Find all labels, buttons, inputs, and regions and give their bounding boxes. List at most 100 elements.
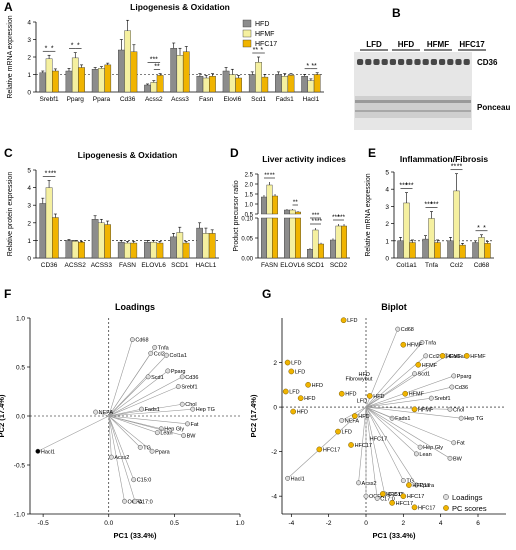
cd36-band bbox=[389, 59, 396, 65]
y-tick-label: 3 bbox=[385, 204, 389, 211]
score-label-extra: HFC17 bbox=[370, 437, 387, 443]
loading-label: Tnfa bbox=[425, 341, 437, 347]
score-label: LFD bbox=[295, 369, 305, 375]
loading-vector bbox=[365, 375, 454, 408]
bar-acss2-hfd bbox=[65, 240, 73, 259]
x-tick-label: CD36 bbox=[41, 262, 58, 269]
bar-fads1-hfd bbox=[275, 74, 282, 93]
bar-srebf1-hfmf bbox=[45, 58, 53, 93]
bar-elovl6-hfmf bbox=[150, 241, 157, 259]
bar-cd36-hfd bbox=[39, 203, 47, 259]
loading-label: Fads1 bbox=[145, 407, 160, 413]
score-label: HFMF bbox=[470, 354, 486, 360]
loading-point-bw bbox=[181, 433, 187, 439]
legend-swatch bbox=[242, 19, 252, 28]
loading-vector bbox=[365, 355, 447, 408]
bar-elovl6-hfd bbox=[222, 70, 230, 93]
significance-label: ** bbox=[270, 172, 276, 179]
loading-label: Fat bbox=[457, 441, 465, 447]
bar-acss3-hfmf bbox=[176, 55, 184, 93]
loading-point-c17-0 bbox=[132, 498, 138, 504]
y-tick-label: 4 bbox=[27, 20, 31, 27]
y-axis-label: Relative mRNA expression bbox=[365, 173, 372, 256]
bar-col1a1-hfc17 bbox=[409, 242, 416, 259]
score-label-extra: HFD bbox=[359, 372, 370, 378]
loading-point-lean bbox=[413, 451, 419, 457]
loading-vector bbox=[108, 415, 136, 502]
bar-cd68-hfc17 bbox=[484, 243, 491, 259]
cd36-band bbox=[365, 59, 372, 65]
bar-ppara-hfc17 bbox=[104, 64, 112, 93]
loading-label: Ppara bbox=[155, 449, 171, 455]
bar-base bbox=[272, 217, 278, 259]
loading-label: NEFA bbox=[345, 418, 360, 424]
x-tick-label: 4 bbox=[439, 520, 443, 527]
score-point-hfd bbox=[366, 393, 373, 399]
bar-ccl2-hfmf bbox=[453, 190, 460, 259]
significance-label: ** bbox=[253, 47, 259, 54]
ponceau-stripe bbox=[355, 110, 471, 112]
score-label: LFD bbox=[291, 361, 301, 367]
legend-label: HFMF bbox=[255, 31, 274, 38]
x-tick-label: FASN bbox=[261, 262, 278, 269]
panel-label-b: B bbox=[392, 6, 401, 20]
loading-point-hacl1 bbox=[285, 475, 291, 481]
significance-label: ** bbox=[293, 199, 299, 206]
legend-item-hfmf: HFMF bbox=[242, 29, 274, 38]
loading-point-fads1 bbox=[139, 406, 145, 412]
loading-label: Fat bbox=[191, 422, 199, 428]
y-axis-label: Relative mRNA expression bbox=[7, 15, 14, 98]
panel-label-e: E bbox=[368, 146, 376, 160]
bar-elovl6-hfmf bbox=[289, 209, 296, 215]
legend-swatch-scores bbox=[443, 505, 449, 511]
loading-point-col1a1 bbox=[164, 352, 169, 358]
cd36-band bbox=[357, 59, 364, 65]
cd36-band bbox=[439, 59, 446, 65]
score-point-lfd bbox=[282, 388, 289, 395]
y-tick-label: 0.5 bbox=[16, 365, 25, 372]
score-point-hfmf bbox=[402, 390, 409, 397]
legend-swatch bbox=[242, 29, 252, 38]
loading-vector bbox=[365, 406, 417, 486]
x-tick-label: ELOVL6 bbox=[141, 262, 166, 269]
loading-point-bw bbox=[447, 455, 453, 461]
bar-elovl6-hfc17 bbox=[295, 211, 301, 215]
loading-label: C17:0 bbox=[138, 499, 153, 505]
bar-cd68-hfd bbox=[472, 242, 479, 259]
bar-chart-a: Lipogenesis & Oxidation Relative mRNA exp… bbox=[7, 2, 324, 103]
loading-label: Ccl2 bbox=[429, 354, 440, 360]
bar-hacl1-hfmf bbox=[307, 80, 315, 93]
loading-label: Chol bbox=[453, 407, 464, 413]
y-tick-label: 5 bbox=[385, 170, 389, 177]
loading-label: TG bbox=[143, 445, 151, 451]
x-tick-label: 0.5 bbox=[170, 520, 179, 527]
cd36-band bbox=[422, 59, 429, 65]
chart-title: Lipogenesis & Oxidation bbox=[130, 2, 230, 12]
loading-label: Pparg bbox=[457, 374, 472, 380]
loading-vector bbox=[108, 408, 142, 417]
chart-title: Liver activity indices bbox=[262, 154, 346, 164]
loading-label: BW bbox=[453, 456, 463, 462]
bar-elovl6-hfc17 bbox=[156, 242, 164, 259]
x-tick-label: SCD2 bbox=[330, 262, 348, 269]
cd36-band bbox=[398, 59, 405, 65]
bar-base bbox=[295, 217, 301, 259]
x-tick-label: FASN bbox=[119, 262, 136, 269]
bar-col1a1-hfd bbox=[397, 240, 404, 259]
significance-label: *** bbox=[314, 218, 322, 225]
bar-tnfa-hfd bbox=[422, 238, 429, 259]
significance-label: * bbox=[306, 63, 309, 70]
loading-label: Fads1 bbox=[395, 416, 410, 422]
significance-label: * bbox=[45, 171, 48, 178]
loading-point-fat bbox=[451, 440, 457, 446]
score-label: LFD bbox=[347, 318, 357, 324]
loading-label: Acss2 bbox=[362, 481, 377, 487]
loading-point-cd68 bbox=[395, 326, 401, 332]
bar-base bbox=[261, 217, 267, 259]
score-label: HFC17 bbox=[355, 443, 372, 449]
x-tick-label: Fasn bbox=[199, 96, 214, 103]
loading-vector bbox=[108, 415, 153, 452]
score-point-hfc17 bbox=[400, 493, 407, 500]
loading-point-hep-gly bbox=[417, 444, 423, 450]
